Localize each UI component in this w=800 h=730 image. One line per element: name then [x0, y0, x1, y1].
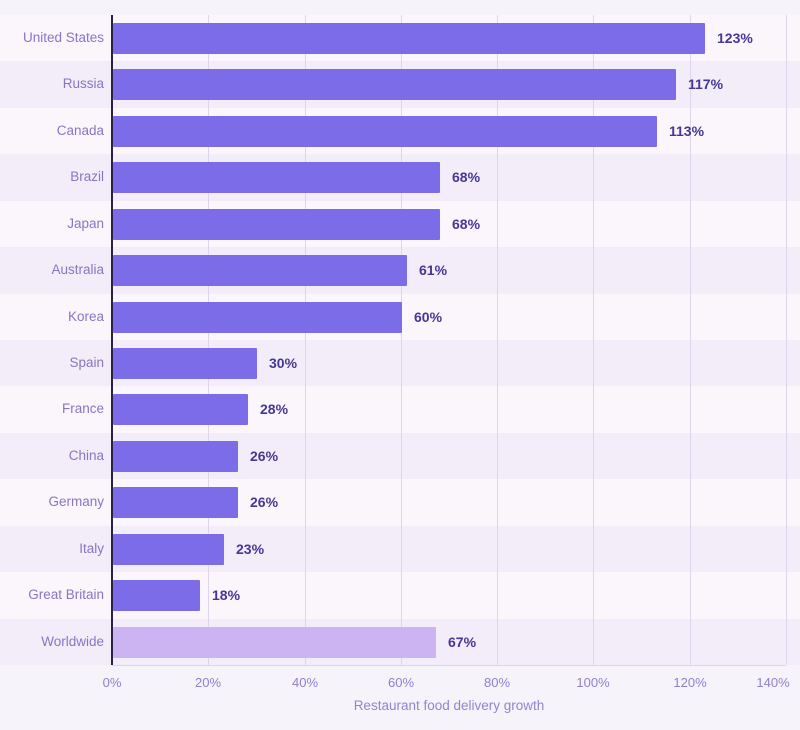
bar-row: Brazil 68% — [0, 154, 800, 200]
bar — [113, 394, 248, 426]
bar-row: Italy 23% — [0, 526, 800, 572]
y-axis-line — [111, 15, 113, 666]
value-label: 68% — [452, 215, 481, 232]
x-tick-label: 40% — [291, 675, 319, 691]
bar-row: France 28% — [0, 386, 800, 432]
gridline — [690, 15, 691, 666]
bar — [113, 115, 657, 147]
category-label: France — [61, 401, 104, 417]
bar-row: China 26% — [0, 433, 800, 479]
value-label: 123% — [717, 30, 753, 46]
category-label: Australia — [51, 262, 104, 278]
value-label: 68% — [452, 169, 481, 186]
gridline — [786, 15, 787, 666]
bar — [113, 348, 257, 379]
bar — [113, 626, 436, 658]
bar-row: Great Britain 18% — [0, 572, 800, 618]
bar — [113, 162, 440, 194]
gridline — [208, 15, 209, 666]
x-tick-label: 80% — [483, 675, 511, 691]
category-label: Italy — [79, 540, 104, 556]
value-label: 60% — [414, 308, 443, 325]
value-label: 28% — [260, 401, 289, 418]
bar — [113, 533, 224, 565]
bar — [113, 208, 440, 240]
bar — [113, 69, 676, 101]
value-label: 117% — [688, 76, 724, 93]
bar — [113, 301, 402, 333]
category-label: Korea — [67, 308, 104, 324]
x-tick-label: 0% — [102, 675, 122, 691]
value-label: 23% — [236, 540, 265, 557]
category-label: China — [68, 447, 104, 463]
x-axis-baseline — [112, 665, 786, 667]
bar-row: Germany 26% — [0, 479, 800, 525]
gridline — [401, 15, 402, 666]
value-label: 26% — [250, 494, 279, 511]
bar — [113, 23, 705, 54]
gridline — [497, 15, 498, 666]
category-label: Spain — [69, 355, 104, 370]
x-tick-label: 60% — [387, 675, 415, 691]
bar — [113, 487, 238, 519]
x-tick-label: 120% — [673, 675, 707, 691]
bar-row: Australia 61% — [0, 247, 800, 293]
x-tick-label: 100% — [576, 675, 610, 691]
bar-row: Spain 30% — [0, 340, 800, 386]
bar-row: Japan 68% — [0, 201, 800, 247]
value-label: 61% — [419, 262, 448, 279]
x-tick-label: 20% — [194, 675, 222, 691]
bar-row: United States 123% — [0, 15, 800, 61]
value-label: 67% — [448, 633, 477, 650]
category-label: Great Britain — [28, 587, 104, 603]
value-label: 26% — [250, 447, 279, 464]
category-label: Canada — [56, 122, 104, 138]
gridline — [593, 15, 594, 666]
bar-row: Canada 113% — [0, 108, 800, 154]
bar — [113, 255, 407, 287]
value-label: 18% — [212, 587, 241, 604]
bar-row: Korea 60% — [0, 294, 800, 340]
bar-row: Russia 117% — [0, 61, 800, 107]
category-label: United States — [22, 30, 104, 45]
bar-row: Worldwide 67% — [0, 619, 800, 665]
category-label: Germany — [48, 494, 104, 510]
x-axis-title: Restaurant food delivery growth — [353, 698, 545, 714]
bar — [113, 580, 200, 612]
category-label: Japan — [67, 215, 104, 231]
category-label: Worldwide — [41, 633, 104, 649]
bar — [113, 440, 238, 472]
value-label: 113% — [669, 122, 705, 139]
category-label: Russia — [62, 76, 104, 92]
gridline — [305, 15, 306, 666]
x-tick-label: 140% — [756, 675, 790, 691]
value-label: 30% — [269, 355, 298, 371]
category-label: Brazil — [70, 169, 104, 185]
